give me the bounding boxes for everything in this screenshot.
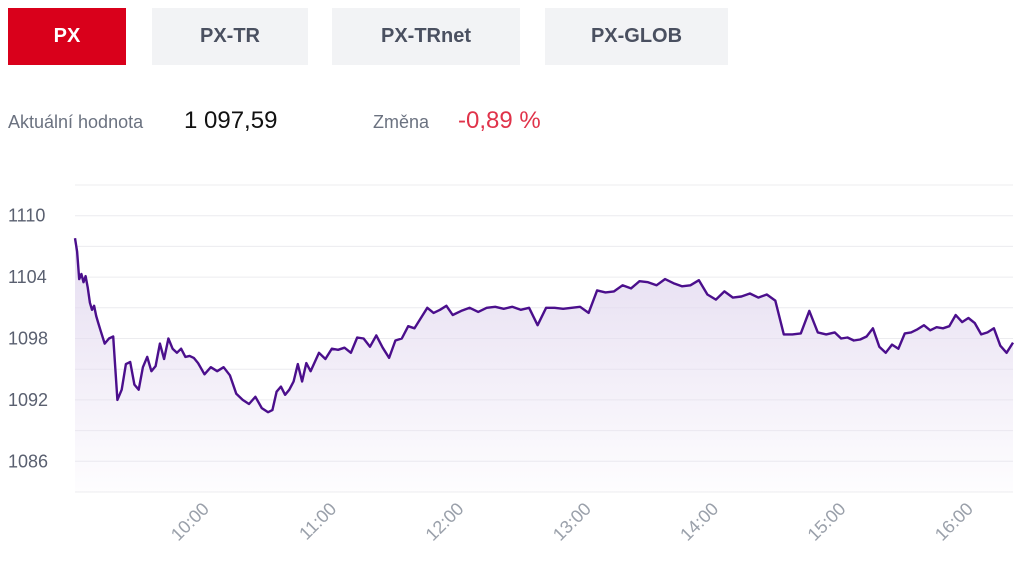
x-tick-label: 13:00 (549, 499, 595, 545)
tab-px[interactable]: PX (8, 8, 126, 65)
tab-px-trnet[interactable]: PX-TRnet (332, 8, 520, 65)
tab-px-glob[interactable]: PX-GLOB (545, 8, 728, 65)
y-tick-label: 1086 (8, 451, 48, 471)
chart-area-fill (75, 238, 1013, 492)
x-tick-label: 10:00 (167, 499, 213, 545)
x-tick-label: 15:00 (804, 499, 850, 545)
chart-series-line (73, 238, 1015, 414)
x-tick-label: 16:00 (931, 499, 977, 545)
y-tick-label: 1098 (8, 329, 48, 349)
change-label: Změna (373, 112, 430, 132)
y-tick-label: 1092 (8, 390, 48, 410)
tab-px-tr[interactable]: PX-TR (152, 8, 308, 65)
y-tick-label: 1110 (8, 206, 45, 226)
x-tick-label: 12:00 (422, 499, 468, 545)
y-tick-label: 1104 (8, 267, 47, 287)
x-tick-label: 11:00 (295, 499, 340, 544)
x-tick-label: 14:00 (676, 499, 722, 545)
change-value: -0,89 % (458, 107, 541, 134)
current-value: 1 097,59 (184, 107, 278, 134)
current-value-label: Aktuální hodnota (8, 112, 144, 132)
